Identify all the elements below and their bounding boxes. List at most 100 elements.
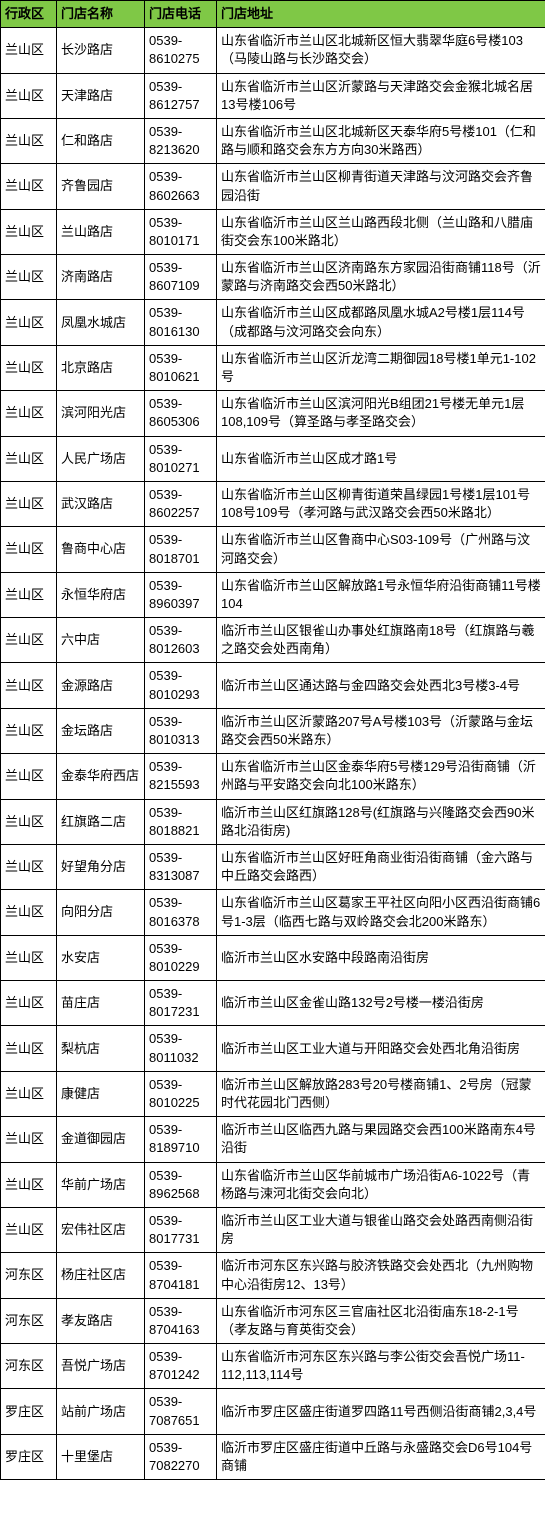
table-row: 兰山区武汉路店0539-8602257山东省临沂市兰山区柳青街道荣昌绿园1号楼1… [1, 481, 545, 526]
cell-3: 山东省临沂市兰山区成都路凤凰水城A2号楼1层114号（成都路与汶河路交会向东） [217, 300, 545, 345]
cell-0: 兰山区 [1, 1026, 57, 1071]
cell-2: 0539-8017731 [145, 1207, 217, 1252]
cell-3: 山东省临沂市兰山区金泰华府5号楼129号沿街商铺（沂州路与平安路交会向北100米… [217, 754, 545, 799]
cell-0: 兰山区 [1, 754, 57, 799]
cell-3: 山东省临沂市兰山区葛家王平社区向阳小区西沿街商铺6号1-3层（临西七路与双岭路交… [217, 890, 545, 935]
cell-2: 0539-8018821 [145, 799, 217, 844]
col-header-3: 门店地址 [217, 1, 545, 28]
cell-0: 兰山区 [1, 618, 57, 663]
cell-0: 兰山区 [1, 300, 57, 345]
table-row: 兰山区凤凰水城店0539-8016130山东省临沂市兰山区成都路凤凰水城A2号楼… [1, 300, 545, 345]
table-row: 兰山区天津路店0539-8612757山东省临沂市兰山区沂蒙路与天津路交会金猴北… [1, 73, 545, 118]
cell-0: 兰山区 [1, 890, 57, 935]
cell-1: 康健店 [57, 1071, 145, 1116]
cell-3: 山东省临沂市兰山区华前城市广场沿街A6-1022号（青杨路与涑河北街交会向北） [217, 1162, 545, 1207]
cell-0: 河东区 [1, 1298, 57, 1343]
cell-1: 凤凰水城店 [57, 300, 145, 345]
cell-3: 临沂市罗庄区盛庄街道罗四路11号西侧沿街商铺2,3,4号 [217, 1389, 545, 1434]
cell-2: 0539-8010171 [145, 209, 217, 254]
cell-0: 兰山区 [1, 844, 57, 889]
cell-1: 金坛路店 [57, 708, 145, 753]
table-row: 兰山区兰山路店0539-8010171山东省临沂市兰山区兰山路西段北侧（兰山路和… [1, 209, 545, 254]
cell-2: 0539-8010621 [145, 345, 217, 390]
table-row: 河东区孝友路店0539-8704163山东省临沂市河东区三官庙社区北沿街庙东18… [1, 1298, 545, 1343]
cell-0: 兰山区 [1, 73, 57, 118]
cell-3: 山东省临沂市兰山区北城新区天泰华府5号楼101（仁和路与顺和路交会东方方向30米… [217, 118, 545, 163]
table-row: 兰山区人民广场店0539-8010271山东省临沂市兰山区成才路1号 [1, 436, 545, 481]
table-row: 罗庄区十里堡店0539-7082270临沂市罗庄区盛庄街道中丘路与永盛路交会D6… [1, 1434, 545, 1479]
table-row: 罗庄区站前广场店0539-7087651临沂市罗庄区盛庄街道罗四路11号西侧沿街… [1, 1389, 545, 1434]
cell-2: 0539-8010229 [145, 935, 217, 980]
cell-1: 金道御园店 [57, 1117, 145, 1162]
cell-2: 0539-8016130 [145, 300, 217, 345]
cell-0: 兰山区 [1, 527, 57, 572]
cell-1: 武汉路店 [57, 481, 145, 526]
cell-2: 0539-8962568 [145, 1162, 217, 1207]
cell-1: 天津路店 [57, 73, 145, 118]
table-body: 兰山区长沙路店0539-8610275山东省临沂市兰山区北城新区恒大翡翠华庭6号… [1, 28, 545, 1480]
cell-2: 0539-8213620 [145, 118, 217, 163]
cell-1: 鲁商中心店 [57, 527, 145, 572]
table-row: 兰山区金泰华府西店0539-8215593山东省临沂市兰山区金泰华府5号楼129… [1, 754, 545, 799]
store-table: 行政区门店名称门店电话门店地址 兰山区长沙路店0539-8610275山东省临沂… [0, 0, 545, 1480]
table-row: 兰山区北京路店0539-8010621山东省临沂市兰山区沂龙湾二期御园18号楼1… [1, 345, 545, 390]
cell-1: 华前广场店 [57, 1162, 145, 1207]
table-row: 兰山区向阳分店0539-8016378山东省临沂市兰山区葛家王平社区向阳小区西沿… [1, 890, 545, 935]
cell-3: 山东省临沂市河东区东兴路与李公街交会吾悦广场11-112,113,114号 [217, 1344, 545, 1389]
cell-2: 0539-8018701 [145, 527, 217, 572]
table-row: 兰山区康健店0539-8010225临沂市兰山区解放路283号20号楼商铺1、2… [1, 1071, 545, 1116]
cell-1: 北京路店 [57, 345, 145, 390]
cell-1: 长沙路店 [57, 28, 145, 73]
cell-0: 兰山区 [1, 572, 57, 617]
cell-3: 山东省临沂市兰山区北城新区恒大翡翠华庭6号楼103（马陵山路与长沙路交会） [217, 28, 545, 73]
table-row: 兰山区齐鲁园店0539-8602663山东省临沂市兰山区柳青街道天津路与汶河路交… [1, 164, 545, 209]
cell-3: 临沂市兰山区解放路283号20号楼商铺1、2号房（冠蒙时代花园北门西侧） [217, 1071, 545, 1116]
cell-3: 山东省临沂市兰山区兰山路西段北侧（兰山路和八腊庙街交会东100米路北） [217, 209, 545, 254]
cell-2: 0539-8016378 [145, 890, 217, 935]
cell-1: 红旗路二店 [57, 799, 145, 844]
cell-0: 兰山区 [1, 481, 57, 526]
table-row: 兰山区金源路店0539-8010293临沂市兰山区通达路与金四路交会处西北3号楼… [1, 663, 545, 708]
table-row: 兰山区好望角分店0539-8313087山东省临沂市兰山区好旺角商业街沿街商铺（… [1, 844, 545, 889]
cell-0: 兰山区 [1, 436, 57, 481]
table-row: 兰山区红旗路二店0539-8018821临沂市兰山区红旗路128号(红旗路与兴隆… [1, 799, 545, 844]
col-header-1: 门店名称 [57, 1, 145, 28]
cell-3: 临沂市兰山区工业大道与开阳路交会处西北角沿街房 [217, 1026, 545, 1071]
cell-3: 山东省临沂市兰山区成才路1号 [217, 436, 545, 481]
cell-3: 山东省临沂市兰山区沂蒙路与天津路交会金猴北城名居13号楼106号 [217, 73, 545, 118]
cell-0: 兰山区 [1, 1117, 57, 1162]
cell-2: 0539-7087651 [145, 1389, 217, 1434]
cell-3: 山东省临沂市兰山区柳青街道荣昌绿园1号楼1层101号108号109号（孝河路与武… [217, 481, 545, 526]
cell-1: 宏伟社区店 [57, 1207, 145, 1252]
cell-0: 兰山区 [1, 663, 57, 708]
cell-1: 向阳分店 [57, 890, 145, 935]
cell-3: 临沂市兰山区金雀山路132号2号楼一楼沿街房 [217, 981, 545, 1026]
table-row: 兰山区梨杭店0539-8011032临沂市兰山区工业大道与开阳路交会处西北角沿街… [1, 1026, 545, 1071]
table-row: 兰山区滨河阳光店0539-8605306山东省临沂市兰山区滨河阳光B组团21号楼… [1, 391, 545, 436]
table-row: 河东区杨庄社区店0539-8704181临沂市河东区东兴路与胶济铁路交会处西北（… [1, 1253, 545, 1298]
cell-1: 六中店 [57, 618, 145, 663]
cell-1: 杨庄社区店 [57, 1253, 145, 1298]
cell-2: 0539-8010271 [145, 436, 217, 481]
cell-1: 水安店 [57, 935, 145, 980]
cell-0: 河东区 [1, 1253, 57, 1298]
cell-1: 金泰华府西店 [57, 754, 145, 799]
cell-2: 0539-8010293 [145, 663, 217, 708]
cell-1: 好望角分店 [57, 844, 145, 889]
cell-0: 兰山区 [1, 118, 57, 163]
cell-0: 兰山区 [1, 1162, 57, 1207]
cell-3: 山东省临沂市兰山区好旺角商业街沿街商铺（金六路与中丘路交会路西） [217, 844, 545, 889]
cell-0: 兰山区 [1, 935, 57, 980]
cell-1: 梨杭店 [57, 1026, 145, 1071]
cell-3: 临沂市兰山区通达路与金四路交会处西北3号楼3-4号 [217, 663, 545, 708]
cell-1: 吾悦广场店 [57, 1344, 145, 1389]
cell-2: 0539-7082270 [145, 1434, 217, 1479]
cell-2: 0539-8612757 [145, 73, 217, 118]
cell-2: 0539-8704181 [145, 1253, 217, 1298]
cell-3: 山东省临沂市河东区三官庙社区北沿街庙东18-2-1号（孝友路与育英街交会） [217, 1298, 545, 1343]
cell-1: 站前广场店 [57, 1389, 145, 1434]
cell-2: 0539-8701242 [145, 1344, 217, 1389]
cell-0: 兰山区 [1, 1207, 57, 1252]
cell-3: 山东省临沂市兰山区柳青街道天津路与汶河路交会齐鲁园沿街 [217, 164, 545, 209]
cell-2: 0539-8605306 [145, 391, 217, 436]
